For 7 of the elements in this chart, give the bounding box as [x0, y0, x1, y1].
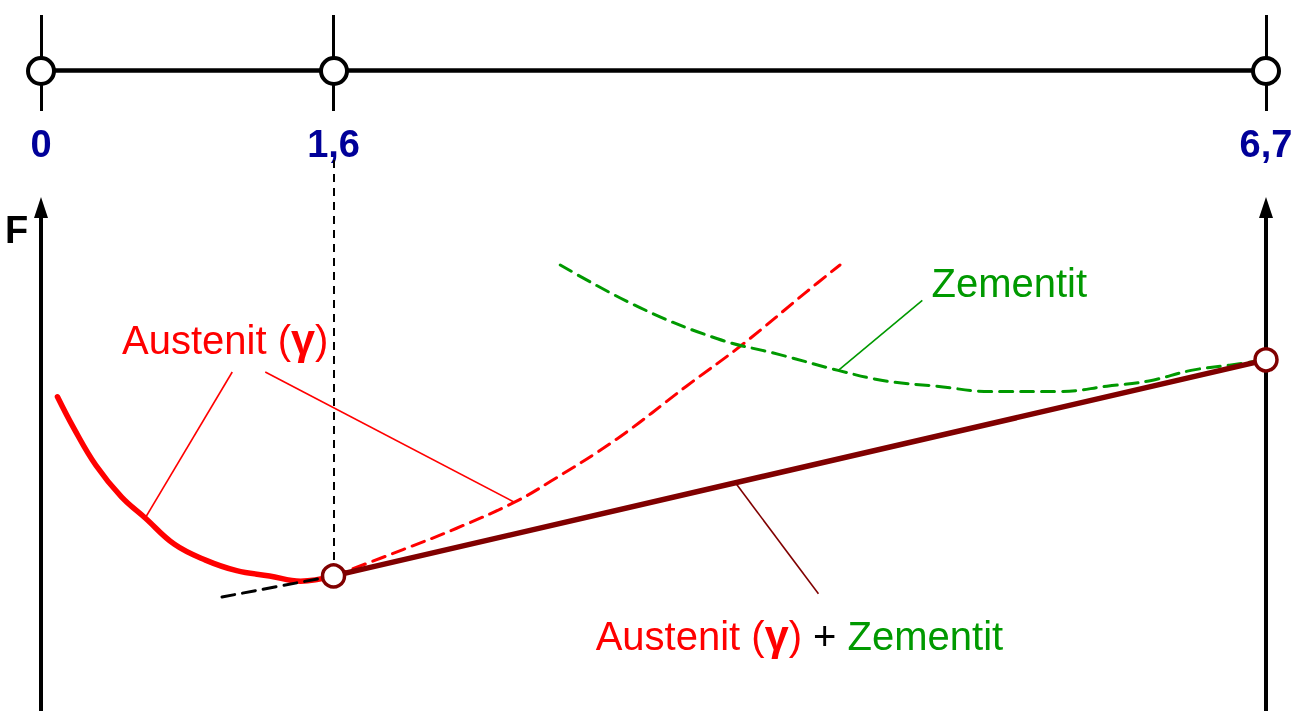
text: Austenit (γ) + Zementit — [595, 610, 1004, 659]
y-axis-title: F — [5, 209, 29, 251]
x-tick-label: 6,7 — [1239, 123, 1293, 165]
series-label: Zementit — [931, 261, 1088, 306]
x-tick-label: 1,6 — [307, 123, 360, 165]
series-label: Austenit (γ) — [122, 315, 329, 364]
x-tick-label: 0 — [30, 123, 52, 165]
